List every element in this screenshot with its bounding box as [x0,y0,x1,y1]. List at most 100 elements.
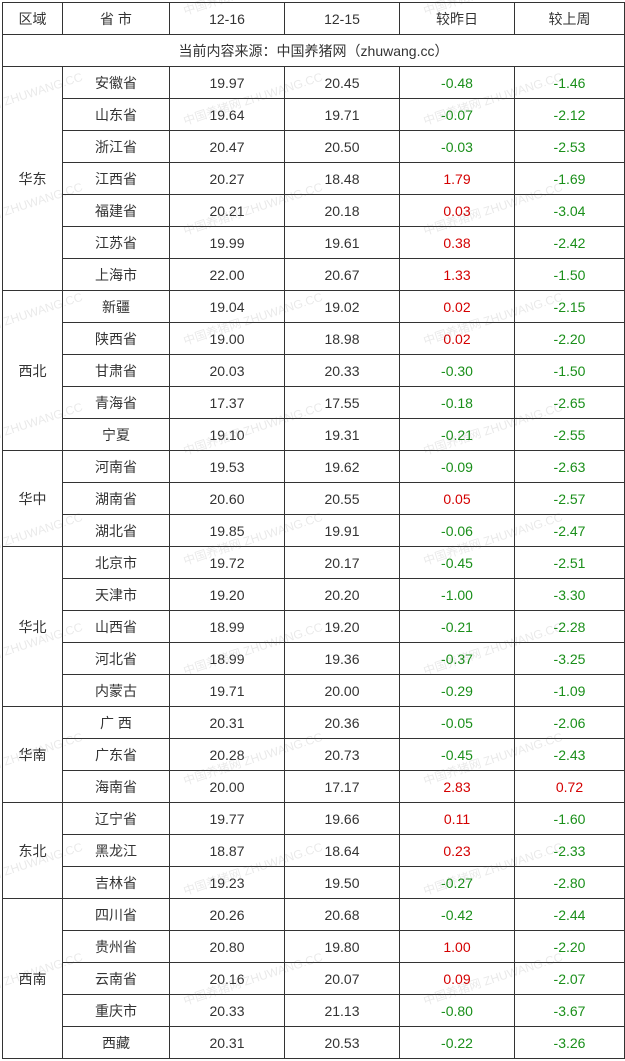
date2-cell: 20.18 [285,195,400,227]
vs-yesterday-cell: -0.22 [400,1027,515,1059]
table-row: 西北新疆19.0419.020.02-2.15 [3,291,625,323]
date1-cell: 19.77 [170,803,285,835]
vs-yesterday-cell: -0.21 [400,419,515,451]
vs-lastweek-cell: -2.20 [515,323,625,355]
header-province: 省 市 [63,3,170,35]
date1-cell: 19.71 [170,675,285,707]
date2-cell: 18.48 [285,163,400,195]
vs-lastweek-cell: -2.12 [515,99,625,131]
date1-cell: 19.99 [170,227,285,259]
date1-cell: 20.31 [170,1027,285,1059]
header-row: 区域 省 市 12-16 12-15 较昨日 较上周 [3,3,625,35]
date1-cell: 19.20 [170,579,285,611]
vs-lastweek-cell: -2.28 [515,611,625,643]
table-row: 陕西省19.0018.980.02-2.20 [3,323,625,355]
header-date1: 12-16 [170,3,285,35]
vs-yesterday-cell: -0.45 [400,547,515,579]
vs-lastweek-cell: -2.47 [515,515,625,547]
date1-cell: 19.64 [170,99,285,131]
table-row: 东北辽宁省19.7719.660.11-1.60 [3,803,625,835]
vs-lastweek-cell: -2.43 [515,739,625,771]
vs-lastweek-cell: -2.44 [515,899,625,931]
province-cell: 天津市 [63,579,170,611]
date2-cell: 20.73 [285,739,400,771]
table-row: 山东省19.6419.71-0.07-2.12 [3,99,625,131]
province-cell: 江苏省 [63,227,170,259]
province-cell: 湖南省 [63,483,170,515]
vs-lastweek-cell: -2.53 [515,131,625,163]
date1-cell: 20.60 [170,483,285,515]
vs-yesterday-cell: 0.09 [400,963,515,995]
province-cell: 河南省 [63,451,170,483]
table-row: 海南省20.0017.172.830.72 [3,771,625,803]
table-row: 天津市19.2020.20-1.00-3.30 [3,579,625,611]
table-row: 华中河南省19.5319.62-0.09-2.63 [3,451,625,483]
date2-cell: 19.80 [285,931,400,963]
table-row: 西藏20.3120.53-0.22-3.26 [3,1027,625,1059]
vs-yesterday-cell: 0.02 [400,323,515,355]
vs-yesterday-cell: 1.00 [400,931,515,963]
date1-cell: 20.00 [170,771,285,803]
table-row: 内蒙古19.7120.00-0.29-1.09 [3,675,625,707]
date2-cell: 19.61 [285,227,400,259]
date1-cell: 17.37 [170,387,285,419]
table-row: 宁夏19.1019.31-0.21-2.55 [3,419,625,451]
vs-lastweek-cell: -3.26 [515,1027,625,1059]
date1-cell: 19.53 [170,451,285,483]
date2-cell: 19.02 [285,291,400,323]
table-row: 甘肃省20.0320.33-0.30-1.50 [3,355,625,387]
date2-cell: 20.17 [285,547,400,579]
vs-yesterday-cell: -0.42 [400,899,515,931]
table-row: 上海市22.0020.671.33-1.50 [3,259,625,291]
date1-cell: 19.10 [170,419,285,451]
region-cell: 西南 [3,899,63,1059]
table-row: 华南广 西20.3120.36-0.05-2.06 [3,707,625,739]
province-cell: 云南省 [63,963,170,995]
region-cell: 华中 [3,451,63,547]
vs-lastweek-cell: -2.07 [515,963,625,995]
table-row: 黑龙江18.8718.640.23-2.33 [3,835,625,867]
province-cell: 西藏 [63,1027,170,1059]
date2-cell: 20.36 [285,707,400,739]
table-row: 吉林省19.2319.50-0.27-2.80 [3,867,625,899]
date2-cell: 19.31 [285,419,400,451]
table-row: 湖北省19.8519.91-0.06-2.47 [3,515,625,547]
vs-lastweek-cell: -2.51 [515,547,625,579]
date1-cell: 19.72 [170,547,285,579]
vs-yesterday-cell: -0.80 [400,995,515,1027]
vs-lastweek-cell: -1.46 [515,67,625,99]
date2-cell: 21.13 [285,995,400,1027]
vs-lastweek-cell: -2.55 [515,419,625,451]
province-cell: 广东省 [63,739,170,771]
date2-cell: 19.91 [285,515,400,547]
vs-lastweek-cell: -2.57 [515,483,625,515]
vs-lastweek-cell: -1.50 [515,355,625,387]
vs-lastweek-cell: -1.09 [515,675,625,707]
vs-yesterday-cell: -0.29 [400,675,515,707]
date2-cell: 19.50 [285,867,400,899]
date1-cell: 20.26 [170,899,285,931]
province-cell: 四川省 [63,899,170,931]
vs-lastweek-cell: -2.42 [515,227,625,259]
vs-yesterday-cell: 0.05 [400,483,515,515]
date1-cell: 19.97 [170,67,285,99]
province-cell: 贵州省 [63,931,170,963]
header-region: 区域 [3,3,63,35]
table-row: 河北省18.9919.36-0.37-3.25 [3,643,625,675]
vs-lastweek-cell: -1.69 [515,163,625,195]
date1-cell: 20.28 [170,739,285,771]
province-cell: 广 西 [63,707,170,739]
province-cell: 安徽省 [63,67,170,99]
date2-cell: 18.64 [285,835,400,867]
date2-cell: 20.55 [285,483,400,515]
province-cell: 上海市 [63,259,170,291]
province-cell: 山西省 [63,611,170,643]
table-row: 江西省20.2718.481.79-1.69 [3,163,625,195]
vs-yesterday-cell: -0.03 [400,131,515,163]
vs-yesterday-cell: 0.38 [400,227,515,259]
date1-cell: 18.99 [170,643,285,675]
date1-cell: 20.33 [170,995,285,1027]
vs-yesterday-cell: 0.02 [400,291,515,323]
region-cell: 华南 [3,707,63,803]
vs-lastweek-cell: -2.65 [515,387,625,419]
